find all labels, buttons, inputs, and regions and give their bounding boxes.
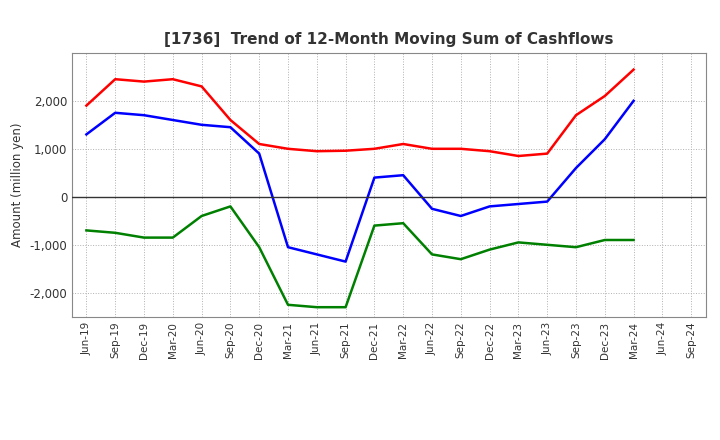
Free Cashflow [168, 117, 177, 123]
Operating Cashflow [399, 141, 408, 147]
Title: [1736]  Trend of 12-Month Moving Sum of Cashflows: [1736] Trend of 12-Month Moving Sum of C… [164, 33, 613, 48]
Investing Cashflow [197, 213, 206, 219]
Free Cashflow [428, 206, 436, 212]
Investing Cashflow [140, 235, 148, 240]
Investing Cashflow [111, 230, 120, 235]
Free Cashflow [600, 136, 609, 142]
Investing Cashflow [514, 240, 523, 245]
Operating Cashflow [629, 67, 638, 72]
Operating Cashflow [543, 151, 552, 156]
Y-axis label: Amount (million yen): Amount (million yen) [11, 123, 24, 247]
Free Cashflow [399, 172, 408, 178]
Free Cashflow [370, 175, 379, 180]
Free Cashflow [485, 204, 494, 209]
Line: Operating Cashflow: Operating Cashflow [86, 70, 634, 156]
Free Cashflow [572, 165, 580, 171]
Operating Cashflow [341, 148, 350, 154]
Free Cashflow [312, 252, 321, 257]
Operating Cashflow [514, 154, 523, 159]
Investing Cashflow [456, 257, 465, 262]
Free Cashflow [82, 132, 91, 137]
Free Cashflow [543, 199, 552, 204]
Free Cashflow [514, 202, 523, 207]
Investing Cashflow [370, 223, 379, 228]
Investing Cashflow [341, 304, 350, 310]
Investing Cashflow [572, 245, 580, 250]
Operating Cashflow [140, 79, 148, 84]
Free Cashflow [456, 213, 465, 219]
Operating Cashflow [197, 84, 206, 89]
Investing Cashflow [600, 237, 609, 242]
Operating Cashflow [255, 141, 264, 147]
Free Cashflow [226, 125, 235, 130]
Operating Cashflow [485, 149, 494, 154]
Operating Cashflow [370, 146, 379, 151]
Operating Cashflow [572, 113, 580, 118]
Investing Cashflow [399, 220, 408, 226]
Operating Cashflow [456, 146, 465, 151]
Free Cashflow [629, 98, 638, 103]
Free Cashflow [284, 245, 292, 250]
Investing Cashflow [543, 242, 552, 247]
Operating Cashflow [82, 103, 91, 108]
Free Cashflow [197, 122, 206, 128]
Investing Cashflow [485, 247, 494, 252]
Investing Cashflow [428, 252, 436, 257]
Free Cashflow [341, 259, 350, 264]
Operating Cashflow [111, 77, 120, 82]
Operating Cashflow [600, 93, 609, 99]
Investing Cashflow [284, 302, 292, 308]
Investing Cashflow [168, 235, 177, 240]
Operating Cashflow [312, 149, 321, 154]
Operating Cashflow [284, 146, 292, 151]
Operating Cashflow [226, 117, 235, 123]
Investing Cashflow [82, 228, 91, 233]
Operating Cashflow [428, 146, 436, 151]
Free Cashflow [111, 110, 120, 115]
Investing Cashflow [255, 245, 264, 250]
Line: Investing Cashflow: Investing Cashflow [86, 206, 634, 307]
Investing Cashflow [226, 204, 235, 209]
Operating Cashflow [168, 77, 177, 82]
Free Cashflow [140, 113, 148, 118]
Investing Cashflow [629, 237, 638, 242]
Investing Cashflow [312, 304, 321, 310]
Free Cashflow [255, 151, 264, 156]
Line: Free Cashflow: Free Cashflow [86, 101, 634, 262]
